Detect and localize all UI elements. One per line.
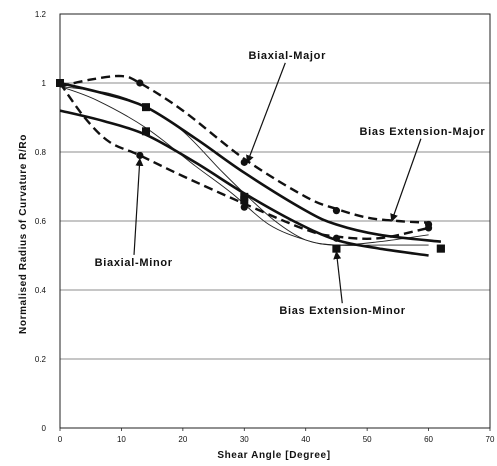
annotation-arrow-bias-extension-minor: [333, 251, 343, 304]
plot-area-border: [59, 13, 491, 429]
annotation-arrow-biaxial-minor: [133, 157, 144, 255]
annotation-bias-extension-major: Bias Extension-Major: [359, 126, 485, 138]
x-tick-label-70: 70: [486, 435, 495, 444]
x-tick-label-20: 20: [178, 435, 187, 444]
y-tick-label-0.2: 0.2: [35, 355, 47, 364]
point-bias-extension-minor-1: [142, 127, 150, 136]
y-tick-label-0.8: 0.8: [35, 148, 47, 157]
x-tick-label-0: 0: [58, 435, 63, 444]
annotation-arrow-bias-extension-major: [390, 138, 422, 222]
y-tick-label-1: 1: [42, 79, 47, 88]
x-tick-label-60: 60: [424, 435, 433, 444]
annotation-biaxial-major: Biaxial-Major: [248, 50, 326, 62]
y-tick-label-0.4: 0.4: [35, 286, 47, 295]
point-bias-extension-minor-3: [332, 244, 341, 253]
point-bias-extension-minor-4: [436, 244, 445, 253]
point-bias-extension-minor-0: [56, 79, 64, 87]
y-tick-label-1.2: 1.2: [35, 10, 47, 19]
x-axis-label: Shear Angle [Degree]: [217, 450, 330, 461]
x-tick-label-10: 10: [117, 435, 126, 444]
y-tick-label-0: 0: [42, 424, 47, 433]
point-biaxial-minor-4: [424, 224, 433, 232]
tick-labels: 0 0.2 0.4 0.6 0.8 1 1.2 0 10 20 30 40 50 60 70: [35, 10, 495, 444]
point-biaxial-minor-3: [332, 234, 341, 242]
point-biaxial-minor-2: [240, 203, 248, 211]
series-markers: [56, 79, 445, 253]
annotation-bias-extension-minor: Bias Extension-Minor: [279, 305, 405, 317]
point-bias-extension-major-1: [142, 103, 150, 112]
annotations: Biaxial-Major Bias Extension-Major Biaxial…: [95, 50, 485, 317]
series-curves: [59, 74, 442, 257]
point-biaxial-major-3: [332, 207, 341, 215]
point-biaxial-major-2: [240, 158, 248, 166]
point-biaxial-major-1: [136, 79, 144, 87]
series-line-bias-extension-major: [59, 81, 442, 243]
x-tick-label-40: 40: [301, 435, 310, 444]
x-tick-label-50: 50: [363, 435, 372, 444]
series-line-biaxial-minor: [59, 82, 429, 240]
plot-frame: [59, 13, 491, 429]
annotation-biaxial-minor: Biaxial-Minor: [95, 257, 173, 269]
y-axis-label: Normalised Radius of Curvature R/Ro: [18, 134, 29, 334]
thin-curve-1: [59, 85, 429, 246]
x-tick-label-30: 30: [240, 435, 249, 444]
y-tick-label-0.6: 0.6: [35, 217, 47, 226]
point-bias-extension-minor-2: [240, 196, 249, 205]
annotation-arrow-biaxial-major: [246, 62, 286, 164]
point-biaxial-minor-1: [136, 151, 144, 160]
